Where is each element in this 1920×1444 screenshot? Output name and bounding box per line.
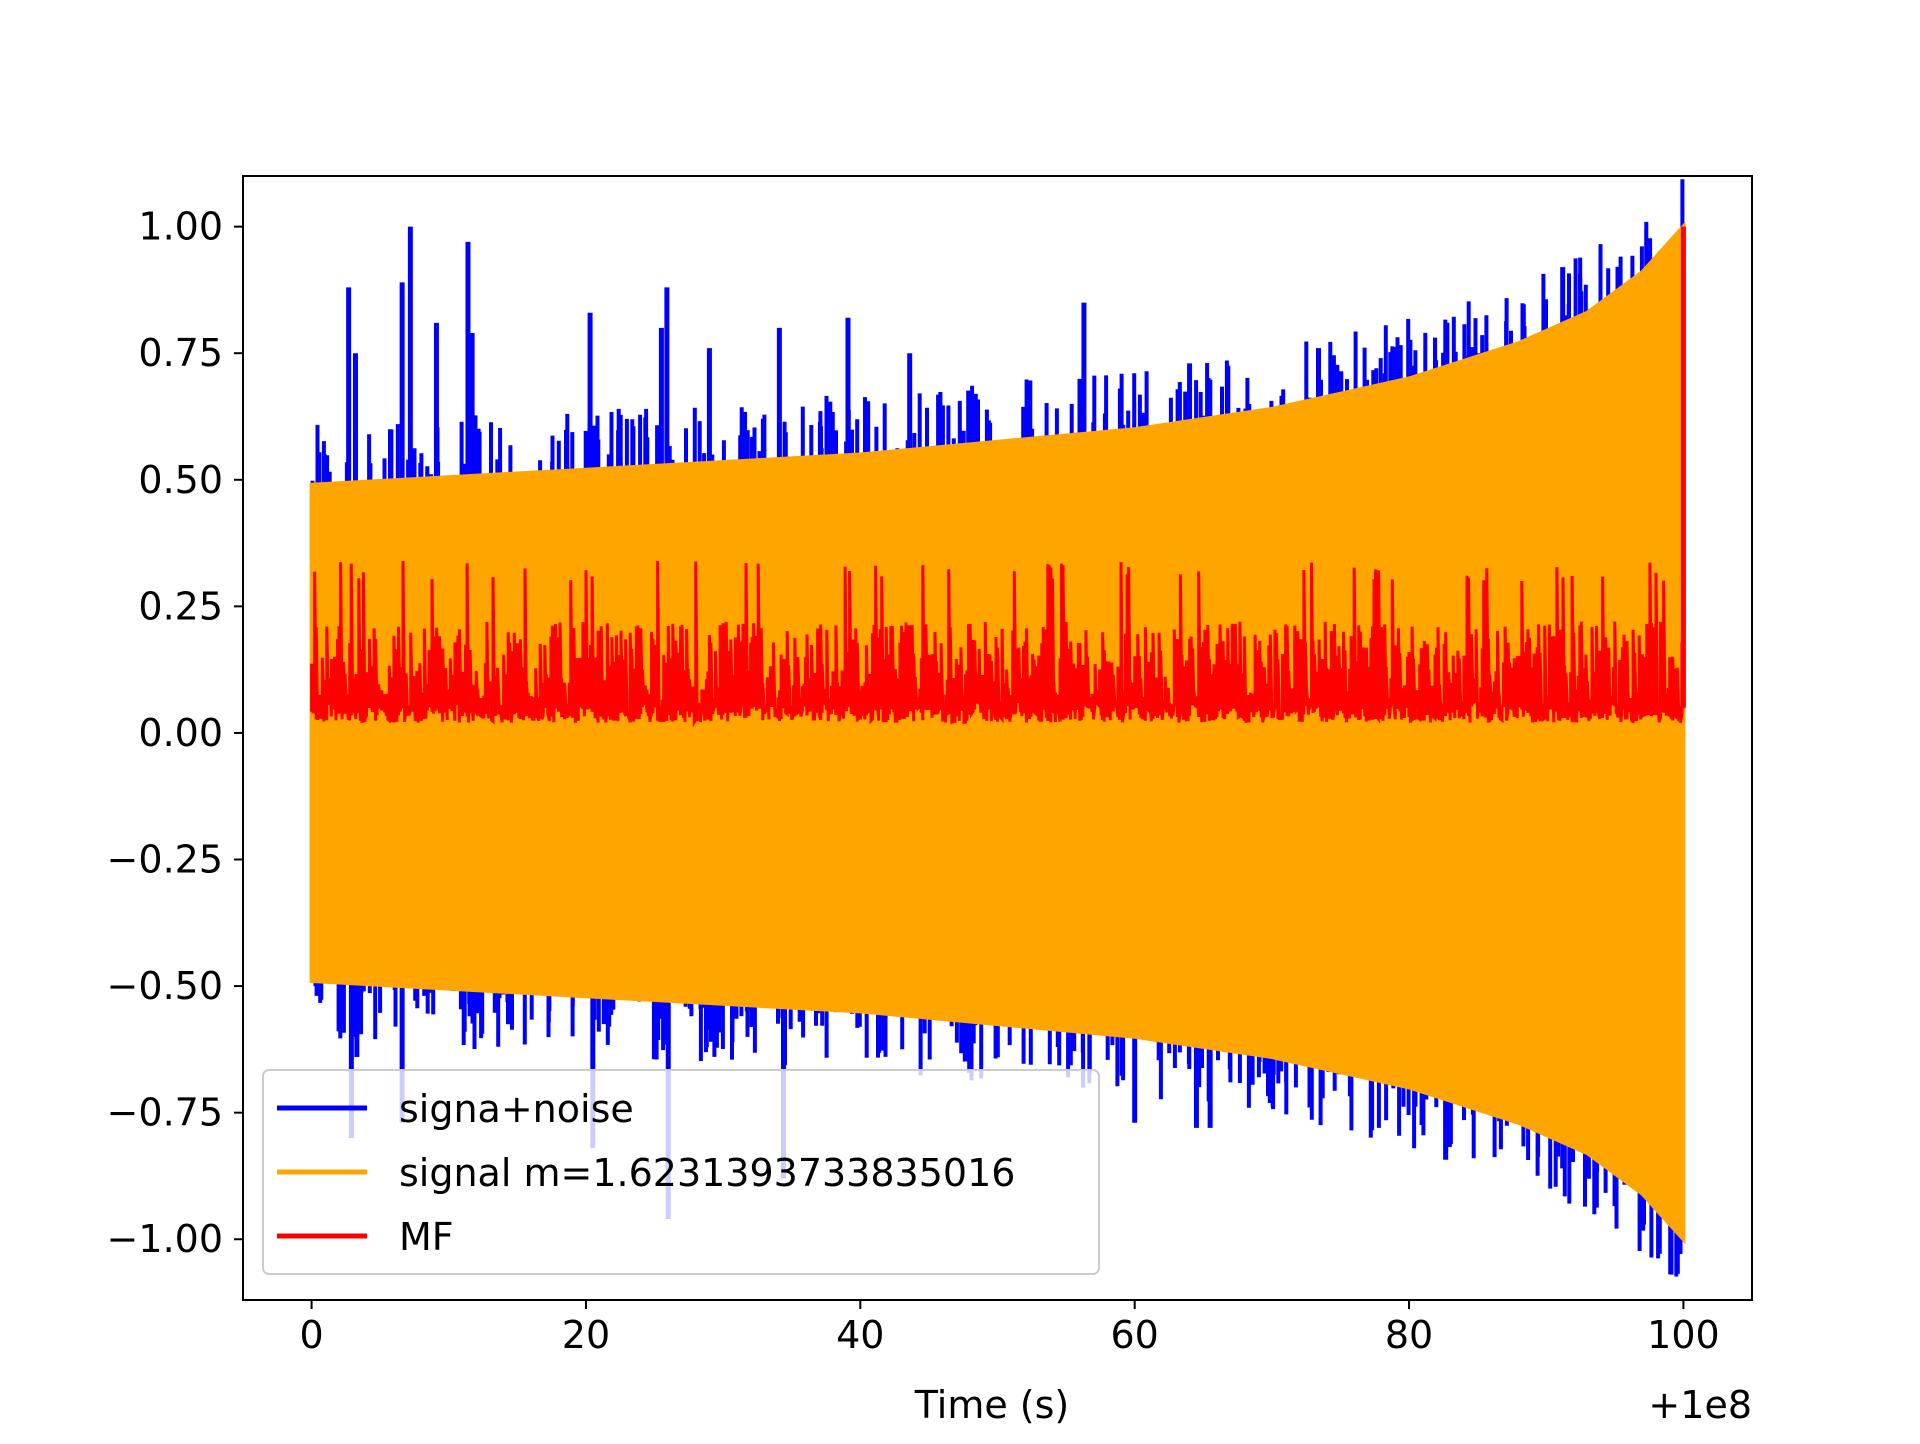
legend-box xyxy=(262,1069,1100,1275)
x-axis-label: Time (s) xyxy=(914,1383,1070,1427)
y-tick-label-0: 1.00 xyxy=(138,205,223,249)
y-tick-label-8: −1.00 xyxy=(107,1217,223,1261)
series-signal xyxy=(309,221,1686,1245)
axes-frame xyxy=(242,175,1753,1301)
y-tick-label-4: 0.00 xyxy=(138,711,223,755)
x-tick-label-2: 40 xyxy=(836,1313,884,1357)
signal-envelope xyxy=(309,221,1686,1245)
x-tick-label-3: 60 xyxy=(1111,1313,1159,1357)
y-tick-label-1: 0.75 xyxy=(138,331,223,375)
y-tick-label-6: −0.50 xyxy=(107,964,223,1008)
y-tick-label-5: −0.25 xyxy=(107,838,223,882)
legend-label-1: signal m=1.6231393733835016 xyxy=(399,1151,1015,1195)
x-tick-label-0: 0 xyxy=(299,1313,323,1357)
x-axis-offset-label: +1e8 xyxy=(1648,1383,1752,1427)
y-tick-label-2: 0.50 xyxy=(138,458,223,502)
legend: signa+noise signal m=1.6231393733835016 MF xyxy=(262,1069,1100,1275)
y-tick-label-7: −0.75 xyxy=(107,1091,223,1135)
series-mf xyxy=(310,226,1686,728)
legend-label-0: signa+noise xyxy=(399,1087,634,1131)
x-tick-label-5: 100 xyxy=(1647,1313,1720,1357)
mf-line xyxy=(310,560,1685,728)
y-tick-label-3: 0.25 xyxy=(138,584,223,628)
legend-label-2: MF xyxy=(399,1215,454,1259)
x-tick-label-1: 20 xyxy=(562,1313,610,1357)
x-tick-label-4: 80 xyxy=(1385,1313,1433,1357)
